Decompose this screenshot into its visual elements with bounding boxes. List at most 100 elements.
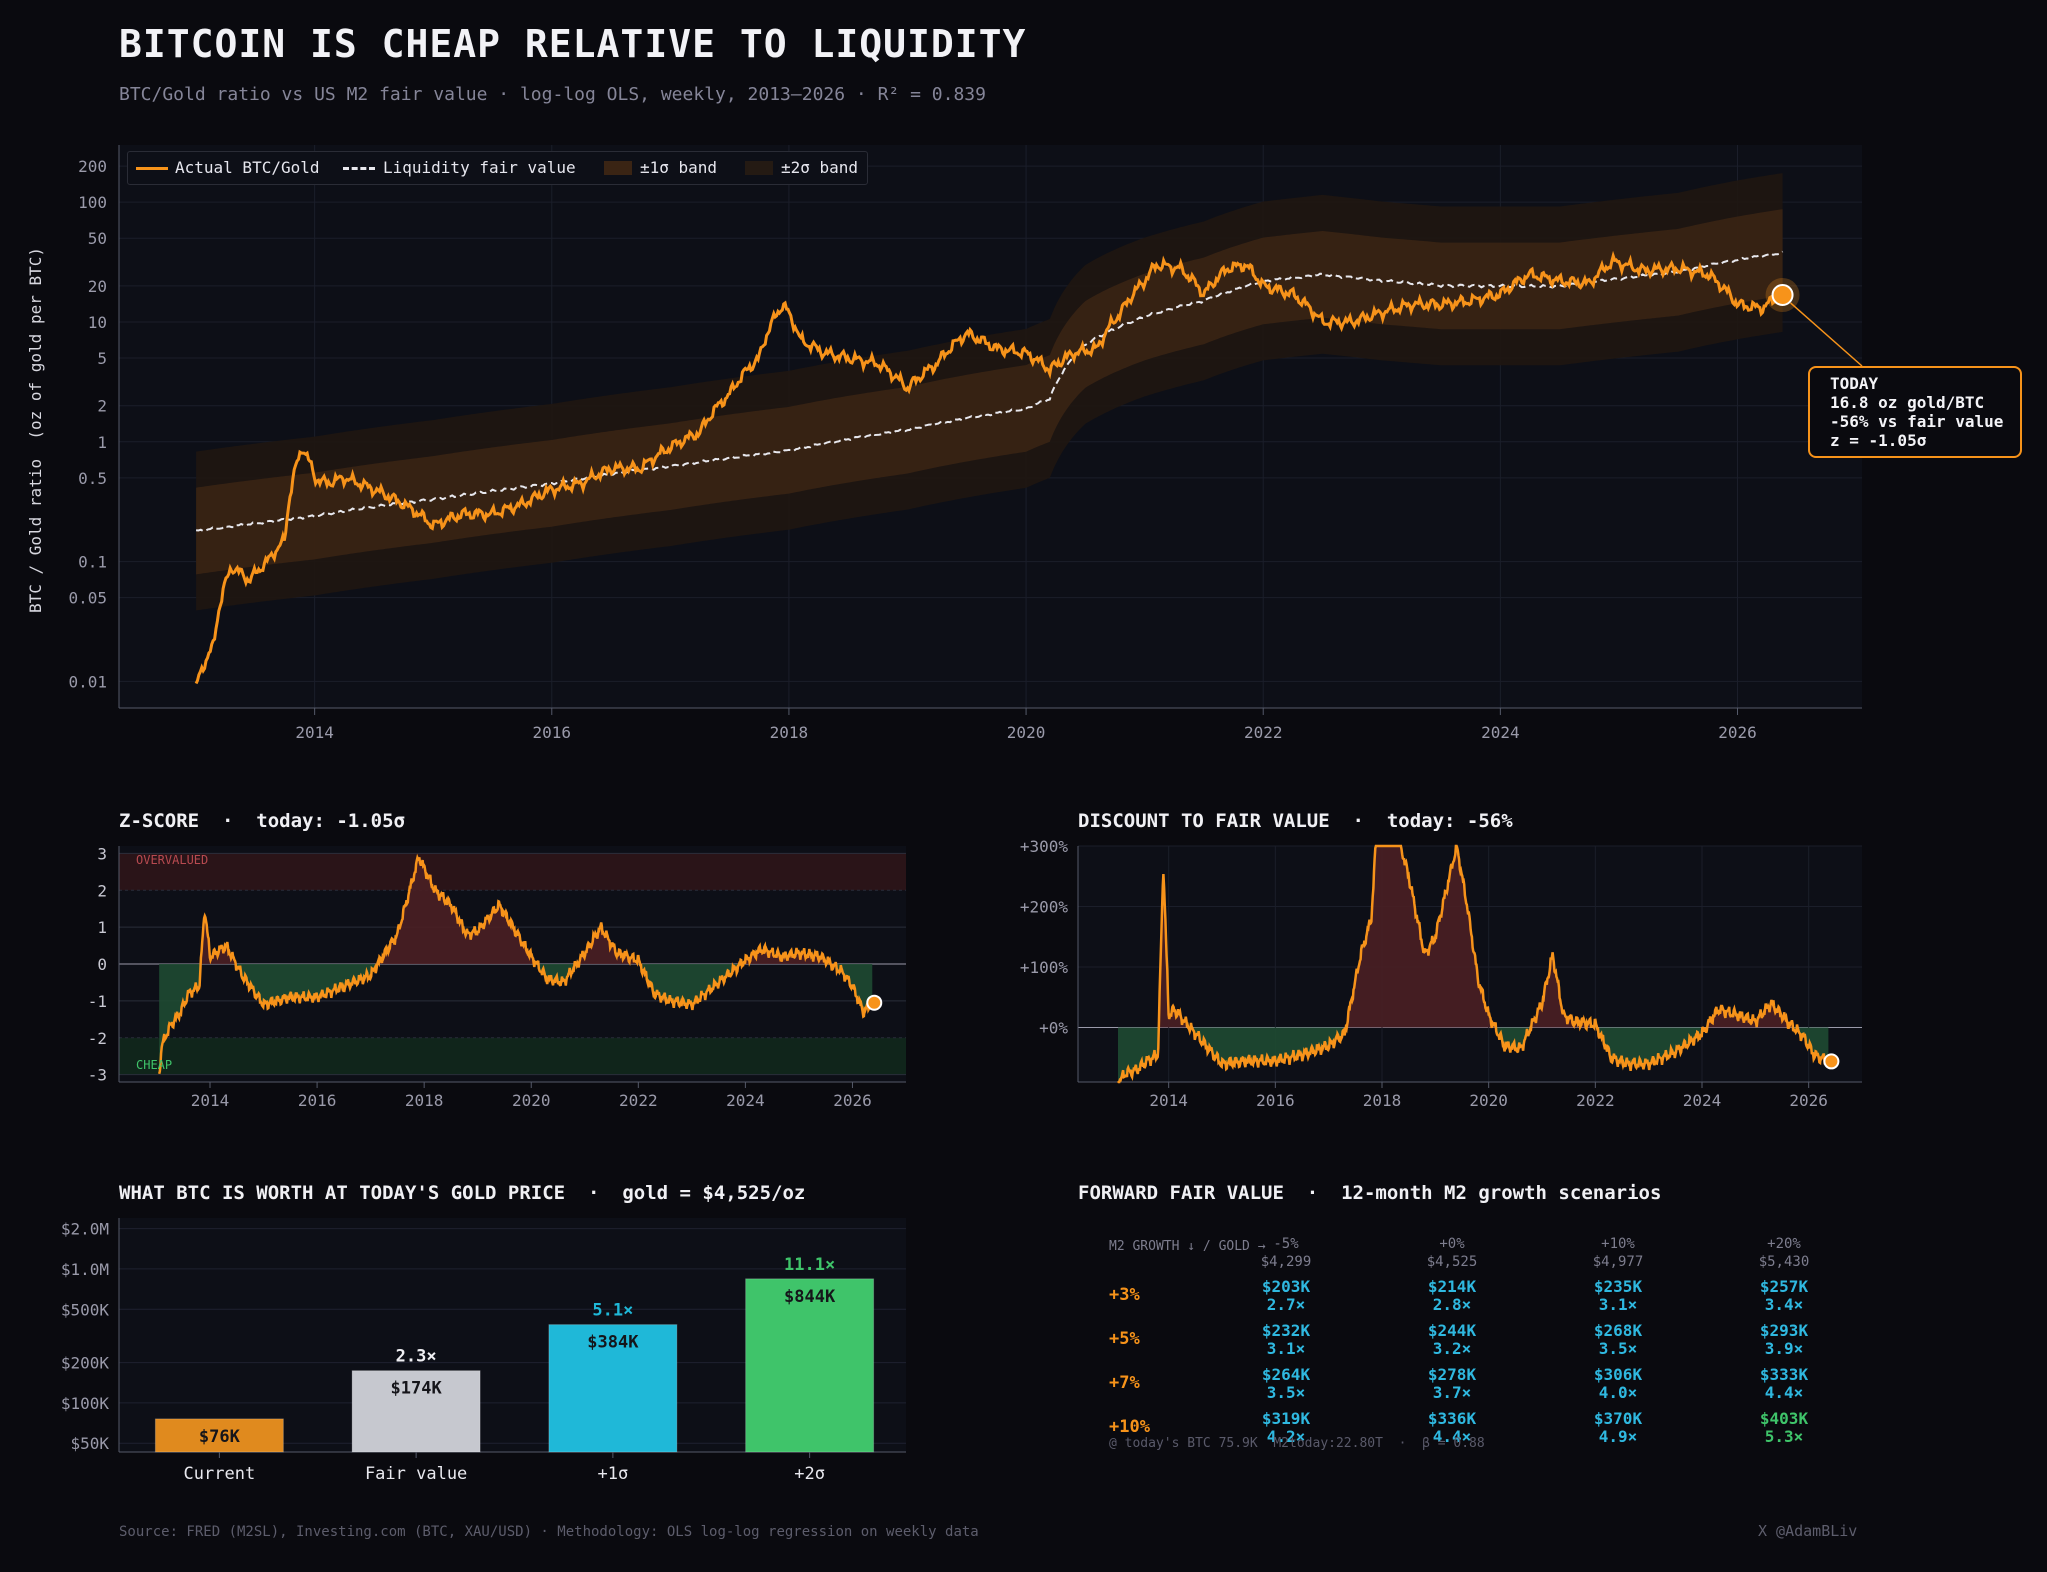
discount-ytick-label: +0% — [1039, 1019, 1068, 1038]
discount-positive-fill — [1118, 846, 1829, 1028]
discount-xtick-label: 2022 — [1576, 1091, 1615, 1110]
worth-ytick-label: $200K — [61, 1354, 110, 1373]
main-ytick-label: 100 — [78, 193, 107, 212]
scenario-m2-row-label: +7% — [1109, 1373, 1140, 1393]
discount-negative-fill — [1118, 1027, 1829, 1082]
main-ytick-label: 2 — [97, 397, 107, 416]
scenario-cell-multiple: 4.2× — [1266, 1427, 1306, 1446]
zscore-line — [157, 853, 874, 1075]
main-ytick-label: 0.01 — [68, 672, 107, 691]
worth-ytick-label: $2.0M — [61, 1220, 109, 1239]
legend-band2-label: ±2σ band — [781, 158, 859, 177]
scenario-gold-price-header: $4,525 — [1426, 1254, 1478, 1270]
zscore-ytick-label: -1 — [88, 992, 107, 1011]
scenario-cell-multiple: 2.8× — [1432, 1295, 1472, 1314]
worth-bar-value-label: $384K — [587, 1333, 639, 1353]
zscore-xtick-label: 2024 — [726, 1091, 765, 1110]
scenario-m2-row-label: +3% — [1109, 1285, 1140, 1305]
callout-line-1: TODAY — [1830, 374, 1879, 393]
scenario-cell-value: $257K — [1759, 1277, 1809, 1296]
fair-value-line — [195, 250, 1784, 533]
zscore-negative-fill — [159, 964, 873, 1074]
main-ytick-label: 20 — [88, 277, 107, 296]
legend-fair-label: Liquidity fair value — [383, 158, 576, 177]
worth-category-label: Current — [184, 1464, 256, 1484]
scenario-m2-row-label: +5% — [1109, 1329, 1140, 1349]
legend-fair-swatch — [343, 167, 375, 170]
discount-ytick-label: +200% — [1020, 898, 1069, 917]
scenario-cell-value: $214K — [1427, 1277, 1477, 1296]
zscore-xtick-label: 2022 — [619, 1091, 658, 1110]
callout-line-4: z = -1.05σ — [1830, 431, 1927, 450]
scenario-footnote: @ today's BTC 75.9K M2today:22.80T · β =… — [1109, 1436, 1485, 1451]
main-xtick-label: 2024 — [1481, 723, 1520, 742]
scenario-cell-value: $336K — [1427, 1409, 1477, 1428]
callout-line-3: -56% vs fair value — [1830, 412, 2004, 431]
zscore-ytick-label: -3 — [88, 1066, 107, 1085]
zscore-xtick-label: 2018 — [405, 1091, 444, 1110]
worth-bar — [745, 1278, 875, 1453]
scenario-cell-multiple: 3.1× — [1598, 1295, 1638, 1314]
scenario-gold-price-header: $4,299 — [1260, 1254, 1312, 1270]
scenario-cell-multiple: 4.0× — [1598, 1383, 1638, 1402]
footer-source: Source: FRED (M2SL), Investing.com (BTC,… — [119, 1524, 979, 1540]
main-ytick-label: 0.5 — [78, 469, 107, 488]
scenario-cell-value: $264K — [1261, 1365, 1311, 1384]
cheap-zone — [119, 1037, 906, 1075]
overvalued-label: OVERVALUED — [136, 853, 209, 867]
legend-actual-swatch — [136, 167, 168, 170]
scenario-cell-multiple: 4.9× — [1598, 1427, 1638, 1446]
discount-xtick-label: 2026 — [1789, 1091, 1828, 1110]
main-xtick-label: 2022 — [1244, 723, 1283, 742]
zscore-xtick-label: 2020 — [512, 1091, 551, 1110]
scenario-cell-multiple: 3.1× — [1266, 1339, 1306, 1358]
scenario-cell-value: $403K — [1759, 1409, 1809, 1428]
discount-ytick-label: +300% — [1020, 837, 1069, 856]
scenario-cell-multiple: 4.4× — [1432, 1427, 1472, 1446]
scenario-corner-label: M2 GROWTH ↓ / GOLD → — [1109, 1239, 1266, 1254]
main-xtick-label: 2020 — [1007, 723, 1046, 742]
cheap-label: CHEAP — [136, 1058, 173, 1072]
main-ylabel: BTC / Gold ratio (oz of gold per BTC) — [26, 246, 45, 614]
main-ytick-label: 200 — [78, 157, 107, 176]
worth-category-label: Fair value — [365, 1464, 467, 1484]
zscore-ytick-label: 2 — [97, 881, 107, 900]
scenario-gold-price-header: $4,977 — [1592, 1254, 1644, 1270]
worth-ytick-label: $500K — [61, 1300, 110, 1319]
band-1sigma — [196, 209, 1783, 575]
worth-bar-multiple-label: 5.1× — [592, 1301, 633, 1321]
scenario-cell-value: $306K — [1593, 1365, 1643, 1384]
discount-xtick-label: 2024 — [1683, 1091, 1722, 1110]
scenario-gold-pct-header: +0% — [1439, 1236, 1465, 1252]
zscore-positive-fill — [159, 857, 873, 964]
scenario-cell-multiple: 4.4× — [1764, 1383, 1804, 1402]
worth-bar-value-label: $844K — [784, 1287, 836, 1307]
worth-bar-value-label: $76K — [199, 1427, 241, 1447]
actual-btc-gold-line — [194, 250, 1784, 685]
page-subtitle: BTC/Gold ratio vs US M2 fair value · log… — [119, 84, 986, 105]
scenario-cell-value: $333K — [1759, 1365, 1809, 1384]
main-ytick-label: 0.05 — [68, 589, 107, 608]
worth-bar-value-label: $174K — [391, 1379, 443, 1399]
worth-bar-multiple-label: 2.3× — [396, 1347, 437, 1367]
legend-band2-swatch — [745, 161, 773, 175]
scenario-gold-pct-header: +20% — [1767, 1236, 1801, 1252]
scenario-cell-multiple: 5.3× — [1764, 1427, 1804, 1446]
discount-xtick-label: 2018 — [1363, 1091, 1402, 1110]
scenario-table: M2 GROWTH ↓ / GOLD → -5% $4,299 +0% $4,525 +… — [1078, 1225, 1898, 1465]
worth-ytick-label: $100K — [61, 1394, 110, 1413]
main-xtick-label: 2016 — [533, 723, 572, 742]
scenario-title: FORWARD FAIR VALUE · 12-month M2 growth … — [1078, 1182, 1662, 1204]
discount-title: DISCOUNT TO FAIR VALUE · today: -56% — [1078, 810, 1513, 832]
discount-ytick-label: +100% — [1020, 958, 1069, 977]
zscore-ytick-label: 3 — [97, 844, 107, 863]
scenario-cell-multiple: 3.9× — [1764, 1339, 1804, 1358]
scenario-gold-pct-header: +10% — [1601, 1236, 1635, 1252]
main-xtick-label: 2026 — [1718, 723, 1757, 742]
scenario-cell-value: $203K — [1261, 1277, 1311, 1296]
legend-band1-swatch — [604, 161, 632, 175]
scenario-cell-multiple: 3.2× — [1432, 1339, 1472, 1358]
discount-line — [1116, 844, 1830, 1084]
main-xtick-label: 2018 — [770, 723, 809, 742]
scenario-cell-value: $268K — [1593, 1321, 1643, 1340]
